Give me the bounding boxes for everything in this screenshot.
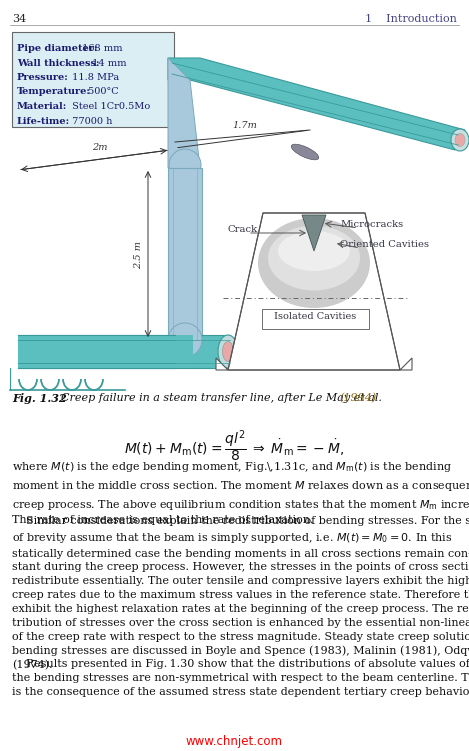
Bar	[168, 168, 202, 340]
Text: 1    Introduction: 1 Introduction	[365, 14, 457, 24]
Ellipse shape	[278, 231, 350, 271]
Text: (1994): (1994)	[339, 393, 376, 403]
Text: Isolated Cavities: Isolated Cavities	[274, 312, 356, 321]
Text: 2.5 m: 2.5 m	[134, 241, 143, 269]
Text: Similar considerations explain the redistribution of bending stresses. For the s: Similar considerations explain the redis…	[12, 516, 469, 671]
Text: 1.7m: 1.7m	[233, 121, 257, 130]
Text: 14 mm: 14 mm	[89, 59, 127, 68]
Ellipse shape	[268, 225, 360, 291]
FancyBboxPatch shape	[262, 309, 369, 329]
Text: 34: 34	[12, 14, 26, 24]
Text: Pipe diameter:: Pipe diameter:	[17, 44, 98, 53]
Text: 77000 h: 77000 h	[69, 116, 113, 125]
Text: Crack: Crack	[228, 225, 258, 234]
Text: Steel 1Cr0.5Mo: Steel 1Cr0.5Mo	[69, 102, 150, 111]
Bar	[18, 335, 230, 368]
Ellipse shape	[455, 134, 465, 146]
Polygon shape	[168, 58, 465, 150]
Polygon shape	[228, 213, 400, 370]
Text: Material:: Material:	[17, 102, 67, 111]
Polygon shape	[400, 358, 412, 370]
Text: www.chnjet.com: www.chnjet.com	[186, 735, 282, 748]
Text: 11.8 MPa: 11.8 MPa	[69, 73, 119, 82]
Text: 2m: 2m	[92, 143, 108, 152]
Text: Wall thickness:: Wall thickness:	[17, 59, 99, 68]
Text: Creep failure in a steam transfer line, after Le May et al.: Creep failure in a steam transfer line, …	[54, 393, 386, 403]
Text: Pressure:: Pressure:	[17, 73, 69, 82]
Text: 500°C: 500°C	[85, 88, 119, 96]
Text: Oriented Cavities: Oriented Cavities	[340, 240, 429, 249]
Text: Fig. 1.32: Fig. 1.32	[12, 393, 67, 404]
Ellipse shape	[258, 218, 370, 308]
Text: where $M(t)$ is the edge bending moment, Fig.\,1.31c, and $M_\mathrm{m}(t)$ is t: where $M(t)$ is the edge bending moment,…	[12, 460, 469, 526]
Ellipse shape	[168, 323, 202, 357]
Text: Microcracks: Microcracks	[340, 220, 403, 229]
Bar	[18, 335, 193, 368]
Ellipse shape	[291, 144, 319, 160]
FancyBboxPatch shape	[12, 32, 174, 127]
Ellipse shape	[218, 335, 238, 368]
Ellipse shape	[451, 129, 469, 151]
Polygon shape	[302, 215, 326, 251]
Text: Life-time:: Life-time:	[17, 116, 70, 125]
Text: $M(t) + M_\mathrm{m}(t) = \dfrac{ql^2}{8}$$\;\Rightarrow\;$$\dot{M}_\mathrm{m} =: $M(t) + M_\mathrm{m}(t) = \dfrac{ql^2}{8…	[124, 428, 344, 464]
Polygon shape	[168, 58, 200, 168]
Text: Results presented in Fig. 1.30 show that the distributions of absolute values of: Results presented in Fig. 1.30 show that…	[12, 659, 469, 697]
Text: Temperature:: Temperature:	[17, 88, 91, 96]
Text: 168 mm: 168 mm	[79, 44, 122, 53]
Ellipse shape	[169, 149, 201, 181]
Polygon shape	[216, 358, 228, 370]
Ellipse shape	[222, 342, 234, 361]
